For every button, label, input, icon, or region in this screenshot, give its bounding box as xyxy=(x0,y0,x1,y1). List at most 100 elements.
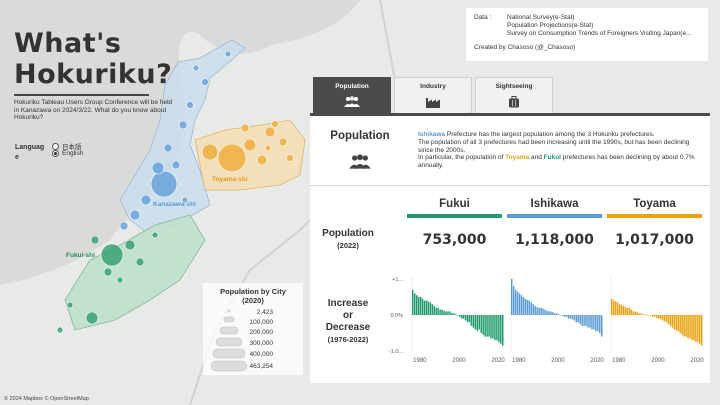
tab-sightseeing[interactable]: Sightseeing xyxy=(475,77,553,113)
bar-toyama-2021 xyxy=(699,315,701,344)
suitcase-icon xyxy=(509,96,519,108)
desc-p3-b: prefectures has been declining by about … xyxy=(418,154,695,170)
map-label-kanazawa: Kanazawa-shi xyxy=(153,201,196,208)
x-tick-label: 1980 xyxy=(512,358,526,364)
bar-ishikawa-2015 xyxy=(587,315,589,328)
y-tick-label: +1... xyxy=(392,277,403,283)
column-header-ishikawa: Ishikawa xyxy=(530,198,579,210)
increase-row-line-1: Increase xyxy=(327,298,369,309)
desc-ishikawa: Ishikawa xyxy=(418,131,446,138)
bar-fukui-2016 xyxy=(490,315,492,339)
bar-fukui-1987 xyxy=(433,306,435,315)
tab-population[interactable]: Population xyxy=(313,77,391,113)
desc-toyama: Toyama xyxy=(505,154,530,162)
legend-bubble-4 xyxy=(215,337,243,347)
bar-toyama-2022 xyxy=(701,315,703,346)
bar-fukui-1998 xyxy=(455,314,457,315)
bar-fukui-2006 xyxy=(470,315,473,326)
bar-fukui-2019 xyxy=(496,315,498,341)
bar-toyama-2000 xyxy=(657,315,660,319)
bar-toyama-1986 xyxy=(630,309,633,315)
increase-row-sub: (1976-2022) xyxy=(327,335,369,344)
bar-ishikawa-1988 xyxy=(534,306,536,315)
map-attribution[interactable]: © 2024 Mapbox © OpenStreetMap xyxy=(4,396,89,402)
bar-ishikawa-1979 xyxy=(516,291,519,315)
bar-toyama-1979 xyxy=(616,302,619,315)
bar-fukui-2003 xyxy=(464,315,467,321)
bar-toyama-2019 xyxy=(695,315,697,342)
people-icon xyxy=(349,154,371,169)
bar-ishikawa-1998 xyxy=(554,313,556,315)
bar-fukui-1984 xyxy=(427,301,430,315)
bar-toyama-2003 xyxy=(663,315,666,322)
bar-ishikawa-2000 xyxy=(557,314,560,315)
bar-toyama-1987 xyxy=(632,311,634,315)
bar-toyama-1978 xyxy=(614,301,617,315)
title-line-1: What's xyxy=(14,28,122,59)
bar-ishikawa-1983 xyxy=(524,298,527,315)
bar-ishikawa-1976 xyxy=(511,279,513,315)
x-tick-label: 2020 xyxy=(590,358,604,364)
bar-ishikawa-1982 xyxy=(522,297,525,315)
tab-industry-label: Industry xyxy=(420,83,446,90)
map-label-toyama: Toyama-shi xyxy=(212,176,248,183)
bar-ishikawa-2022 xyxy=(601,315,603,337)
tab-industry[interactable]: Industry xyxy=(394,77,472,113)
language-option-japanese[interactable]: 日本語 xyxy=(52,141,82,151)
legend-label-4: 300,000 xyxy=(250,340,274,347)
bar-fukui-2018 xyxy=(494,315,496,341)
language-option-english[interactable]: English xyxy=(52,150,83,157)
bar-fukui-1989 xyxy=(437,307,439,315)
bar-ishikawa-1991 xyxy=(540,307,542,315)
bar-fukui-2013 xyxy=(484,315,486,337)
bar-toyama-1998 xyxy=(654,315,656,317)
legend-bubble-5 xyxy=(212,348,246,359)
bar-toyama-2020 xyxy=(697,315,699,342)
bar-ishikawa-2018 xyxy=(593,315,595,330)
column-header-fukui: Fukui xyxy=(439,198,470,210)
bar-fukui-2011 xyxy=(480,315,482,333)
bar-ishikawa-1986 xyxy=(530,302,533,315)
bar-fukui-1993 xyxy=(445,311,447,315)
bar-fukui-2008 xyxy=(474,315,477,330)
population-row-title: Population xyxy=(322,228,374,239)
bar-fukui-1983 xyxy=(425,300,428,315)
bar-toyama-2008 xyxy=(673,315,676,330)
map-label-fukui: Fukui-shi xyxy=(66,252,95,259)
bar-toyama-2010 xyxy=(677,315,679,332)
bar-fukui-1992 xyxy=(443,310,445,315)
bar-ishikawa-2006 xyxy=(569,315,572,319)
bar-toyama-1989 xyxy=(636,312,638,315)
desc-paragraph-2: The population of all 3 prefectures had … xyxy=(418,138,690,154)
radio-japanese[interactable] xyxy=(52,142,59,150)
bar-toyama-1999 xyxy=(656,315,658,318)
source-item-3: Survey on Consumption Trends of Foreigne… xyxy=(507,30,692,37)
y-tick-label: 0.0% xyxy=(390,313,403,319)
bar-ishikawa-2003 xyxy=(563,315,566,317)
bar-fukui-2002 xyxy=(462,315,465,319)
people-icon xyxy=(344,96,360,107)
panel-heading: Population xyxy=(330,130,390,142)
legend-title: Population by City (2020) xyxy=(203,287,303,305)
bar-toyama-1985 xyxy=(628,307,631,315)
bar-fukui-2009 xyxy=(476,315,479,332)
increase-row-label: Increase or Decrease (1976-2022) xyxy=(310,298,386,346)
population-value-fukui: 753,000 xyxy=(422,232,487,248)
bar-ishikawa-2009 xyxy=(575,315,578,323)
bar-toyama-2011 xyxy=(679,315,681,333)
bar-ishikawa-2007 xyxy=(571,315,574,320)
legend-label-6: 463,254 xyxy=(250,363,274,370)
population-value-toyama: 1,017,000 xyxy=(615,232,694,248)
desc-fukui: Fukui xyxy=(543,154,561,162)
bar-fukui-2005 xyxy=(468,315,471,323)
bar-toyama-2001 xyxy=(659,315,662,320)
bar-toyama-1976 xyxy=(611,298,613,315)
x-tick-label: 1980 xyxy=(612,358,626,364)
bar-ishikawa-1992 xyxy=(542,308,544,315)
radio-english[interactable] xyxy=(52,150,59,157)
legend-label-2: 100,000 xyxy=(250,319,274,326)
bar-toyama-1983 xyxy=(624,307,627,315)
bar-ishikawa-2021 xyxy=(599,315,601,333)
language-japanese-label: 日本語 xyxy=(62,144,82,151)
desc-p3-a: In particular, the population of xyxy=(418,154,506,162)
